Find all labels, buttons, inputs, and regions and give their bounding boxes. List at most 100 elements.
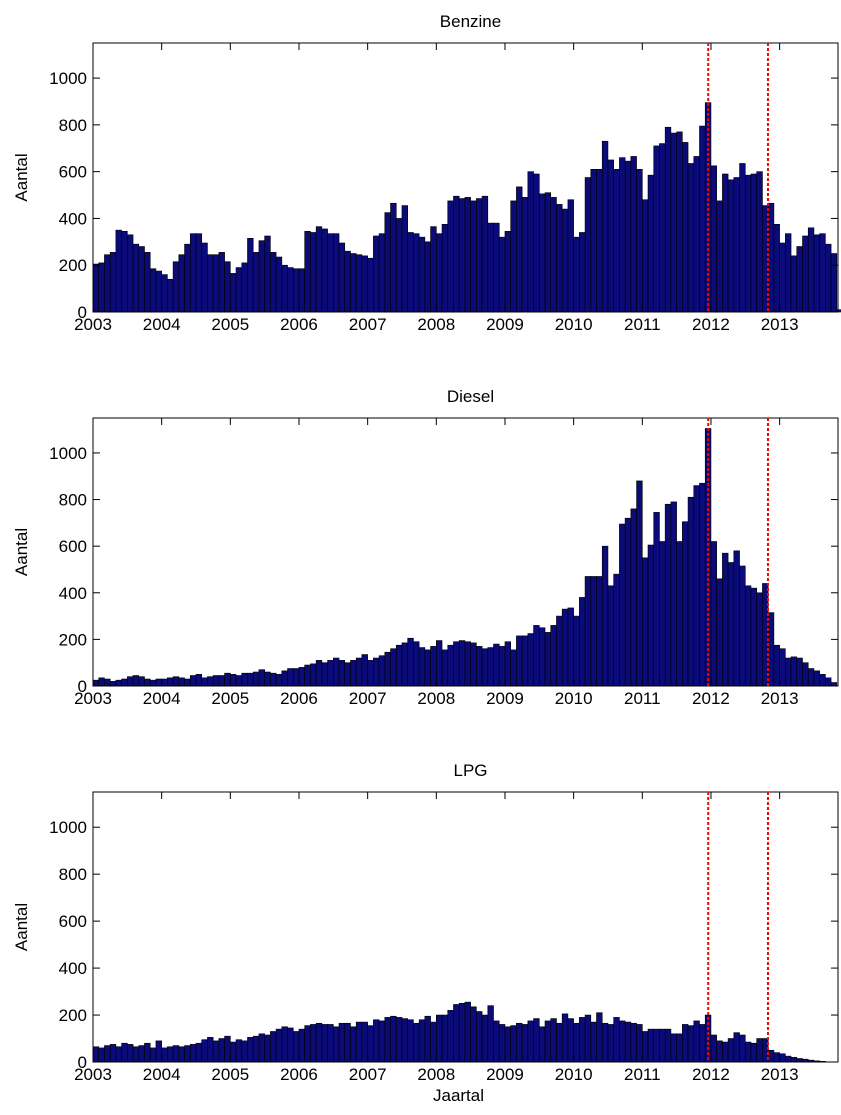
- bar: [384, 212, 391, 313]
- bar: [121, 231, 128, 313]
- bar: [756, 592, 763, 687]
- x-tick-label: 2011: [624, 689, 661, 708]
- bar: [481, 1014, 489, 1063]
- bars-group: [92, 102, 841, 313]
- bar: [338, 660, 346, 687]
- bar: [533, 625, 540, 687]
- bar: [550, 1018, 557, 1063]
- y-tick-label: 1000: [49, 818, 87, 837]
- x-tick-label: 2006: [280, 689, 318, 708]
- bar: [693, 1020, 700, 1063]
- bar: [458, 640, 466, 687]
- x-tick-label: 2009: [486, 1065, 524, 1084]
- bar: [390, 1015, 397, 1063]
- bar: [418, 236, 426, 313]
- bar: [498, 646, 506, 687]
- bar: [184, 678, 191, 687]
- bar: [178, 677, 185, 687]
- bar: [144, 1042, 151, 1063]
- x-tick-label: 2005: [211, 315, 249, 334]
- bar: [441, 649, 449, 687]
- bar: [172, 1045, 180, 1063]
- bar: [750, 1042, 758, 1063]
- bar: [785, 1055, 792, 1063]
- bar: [825, 243, 832, 313]
- bar: [401, 642, 408, 687]
- bar: [430, 226, 437, 313]
- chart-title: Benzine: [440, 12, 501, 31]
- bar: [504, 231, 511, 313]
- bar: [264, 671, 271, 687]
- bar: [155, 1040, 162, 1063]
- bar: [373, 235, 380, 313]
- bar: [636, 1024, 643, 1063]
- bar: [613, 1017, 620, 1063]
- bar: [521, 197, 529, 313]
- bar: [212, 1040, 220, 1063]
- bar: [464, 197, 471, 313]
- bar: [573, 615, 580, 687]
- bar: [464, 641, 471, 687]
- bar: [825, 677, 832, 687]
- bar: [149, 1047, 157, 1063]
- bar: [367, 1025, 374, 1063]
- bar: [487, 222, 494, 313]
- bar: [773, 644, 780, 687]
- bar: [252, 252, 260, 313]
- bar: [407, 232, 414, 313]
- bar: [579, 1017, 586, 1063]
- bar: [796, 657, 803, 687]
- bar: [287, 1027, 294, 1063]
- panel-1: 2003 2004 2005 2006 2007 2008 2009 2010 2011 2012…: [12, 387, 839, 708]
- bar: [115, 229, 122, 313]
- bar: [556, 615, 563, 687]
- bar: [161, 678, 168, 687]
- bar: [613, 573, 620, 687]
- bar: [785, 657, 792, 687]
- bar: [115, 1046, 122, 1063]
- bar: [258, 240, 265, 313]
- bar: [92, 263, 100, 313]
- x-tick-label: 2010: [555, 1065, 593, 1084]
- bar: [167, 278, 174, 313]
- bar: [138, 1045, 145, 1063]
- bar: [521, 635, 529, 687]
- bar: [767, 612, 775, 687]
- bar: [275, 674, 283, 687]
- bar: [687, 1025, 695, 1063]
- bar: [224, 261, 231, 313]
- bar: [161, 1047, 168, 1063]
- bar: [756, 171, 763, 313]
- bar: [207, 254, 214, 313]
- x-tick-label: 2009: [486, 315, 524, 334]
- bar: [699, 482, 706, 687]
- bar: [149, 679, 157, 687]
- bar: [212, 675, 220, 687]
- bar: [121, 678, 128, 687]
- bar: [498, 1024, 506, 1063]
- bar: [819, 233, 826, 313]
- x-tick-label: 2004: [143, 1065, 181, 1084]
- x-tick-label: 2003: [74, 315, 112, 334]
- bar: [453, 641, 460, 687]
- bar: [132, 243, 140, 313]
- bar: [310, 232, 317, 313]
- axes-box: [92, 791, 839, 1063]
- bar: [230, 674, 237, 687]
- bar: [441, 223, 449, 313]
- bar: [659, 143, 666, 313]
- bar: [109, 681, 117, 687]
- bar: [779, 648, 786, 687]
- bar: [722, 173, 729, 313]
- panel-0: 2003 2004 2005 2006 2007 2008 2009 2010 2011 2012…: [12, 12, 841, 334]
- x-tick-label: 2011: [624, 1065, 661, 1084]
- bar: [241, 262, 248, 313]
- bar: [693, 156, 700, 313]
- bar: [338, 242, 346, 313]
- bar: [315, 1022, 323, 1063]
- bar: [636, 480, 643, 687]
- bar: [315, 226, 323, 313]
- bar: [361, 654, 368, 687]
- bar: [390, 202, 397, 313]
- bar: [567, 199, 574, 313]
